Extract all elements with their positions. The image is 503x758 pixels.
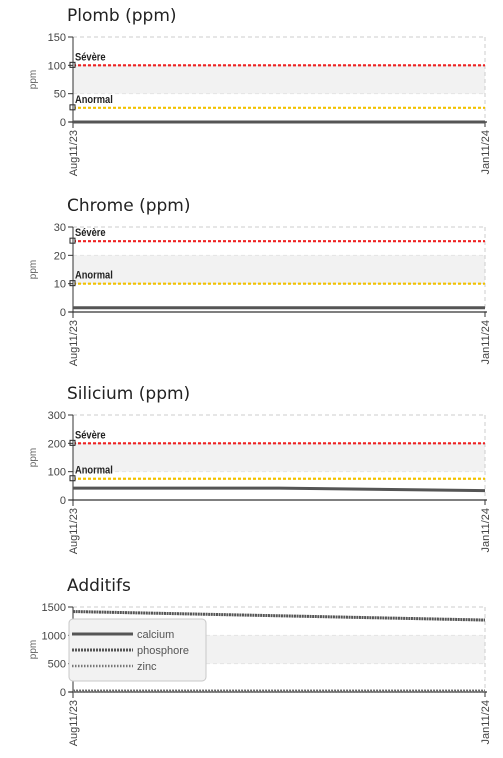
y-tick-label: 150 [48,32,66,44]
chart-title: Plomb (ppm) [67,6,177,26]
threshold-label: Sévère [75,228,106,240]
y-tick-label: 0 [60,117,66,129]
y-tick-label: 10 [54,279,66,291]
y-tick-label: 0 [60,495,66,507]
y-tick-label: 1000 [42,630,66,642]
threshold-label: Anormal [75,270,113,282]
x-tick-label: Aug11/23 [68,320,80,366]
series-line [72,610,486,622]
y-tick-label: 30 [54,222,66,234]
x-tick-label: Aug11/23 [68,130,80,176]
shaded-band [73,65,485,94]
y-tick-label: 200 [48,438,66,450]
y-tick-label: 100 [48,60,66,72]
y-tick-label: 0 [60,307,66,319]
threshold-label: Anormal [75,94,113,106]
x-tick-label: Jan11/24 [480,320,492,364]
legend-label: phosphore [137,645,189,657]
y-tick-label: 100 [48,467,66,479]
y-tick-label: 1500 [42,602,66,614]
plot-area: 0 500 1000 1500 ppm Aug11/23 Jan11/24 calcium ph… [28,602,492,746]
shaded-band [73,443,485,472]
legend-label: calcium [137,629,174,641]
y-axis-label: ppm [28,640,39,659]
shaded-band [73,255,485,284]
threshold-label: Sévère [75,52,106,64]
plot-area: Sévère Anormal 0 10 20 30 ppm Aug11/23 Jan11/24 [28,222,492,366]
x-tick-label: Jan11/24 [480,700,492,744]
y-axis-label: ppm [28,448,39,467]
y-axis-label: ppm [28,260,39,279]
y-tick-label: 300 [48,410,66,422]
x-tick-label: Aug11/23 [68,700,80,746]
threshold-label: Sévère [75,430,106,442]
legend-label: zinc [137,661,157,673]
x-tick-label: Jan11/24 [480,508,492,552]
plot-area: Sévère Anormal 0 100 200 300 ppm Aug11/23 Jan11/… [28,410,492,554]
chart-title: Additifs [67,576,131,596]
chart-title: Silicium (ppm) [67,384,191,404]
x-tick-label: Aug11/23 [68,508,80,554]
y-tick-label: 500 [48,659,66,671]
chart-title: Chrome (ppm) [67,196,191,216]
threshold-label: Anormal [75,465,113,477]
x-tick-label: Jan11/24 [480,130,492,174]
series-line [73,486,486,493]
y-axis-label: ppm [28,70,39,89]
y-tick-label: 0 [60,687,66,699]
plot-area: Sévère Anormal 0 50 100 150 ppm Aug11/23 Jan11/2… [28,32,492,176]
y-tick-label: 20 [54,250,66,262]
y-tick-label: 50 [54,89,66,101]
